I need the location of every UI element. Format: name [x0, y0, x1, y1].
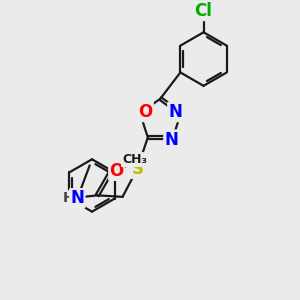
Text: CH₃: CH₃ — [122, 153, 147, 166]
Text: O: O — [110, 162, 124, 180]
Text: N: N — [70, 189, 84, 207]
Text: Cl: Cl — [195, 2, 212, 20]
Text: N: N — [165, 131, 178, 149]
Text: N: N — [169, 103, 182, 121]
Text: H: H — [63, 191, 74, 205]
Text: S: S — [131, 160, 143, 178]
Text: O: O — [138, 103, 152, 121]
